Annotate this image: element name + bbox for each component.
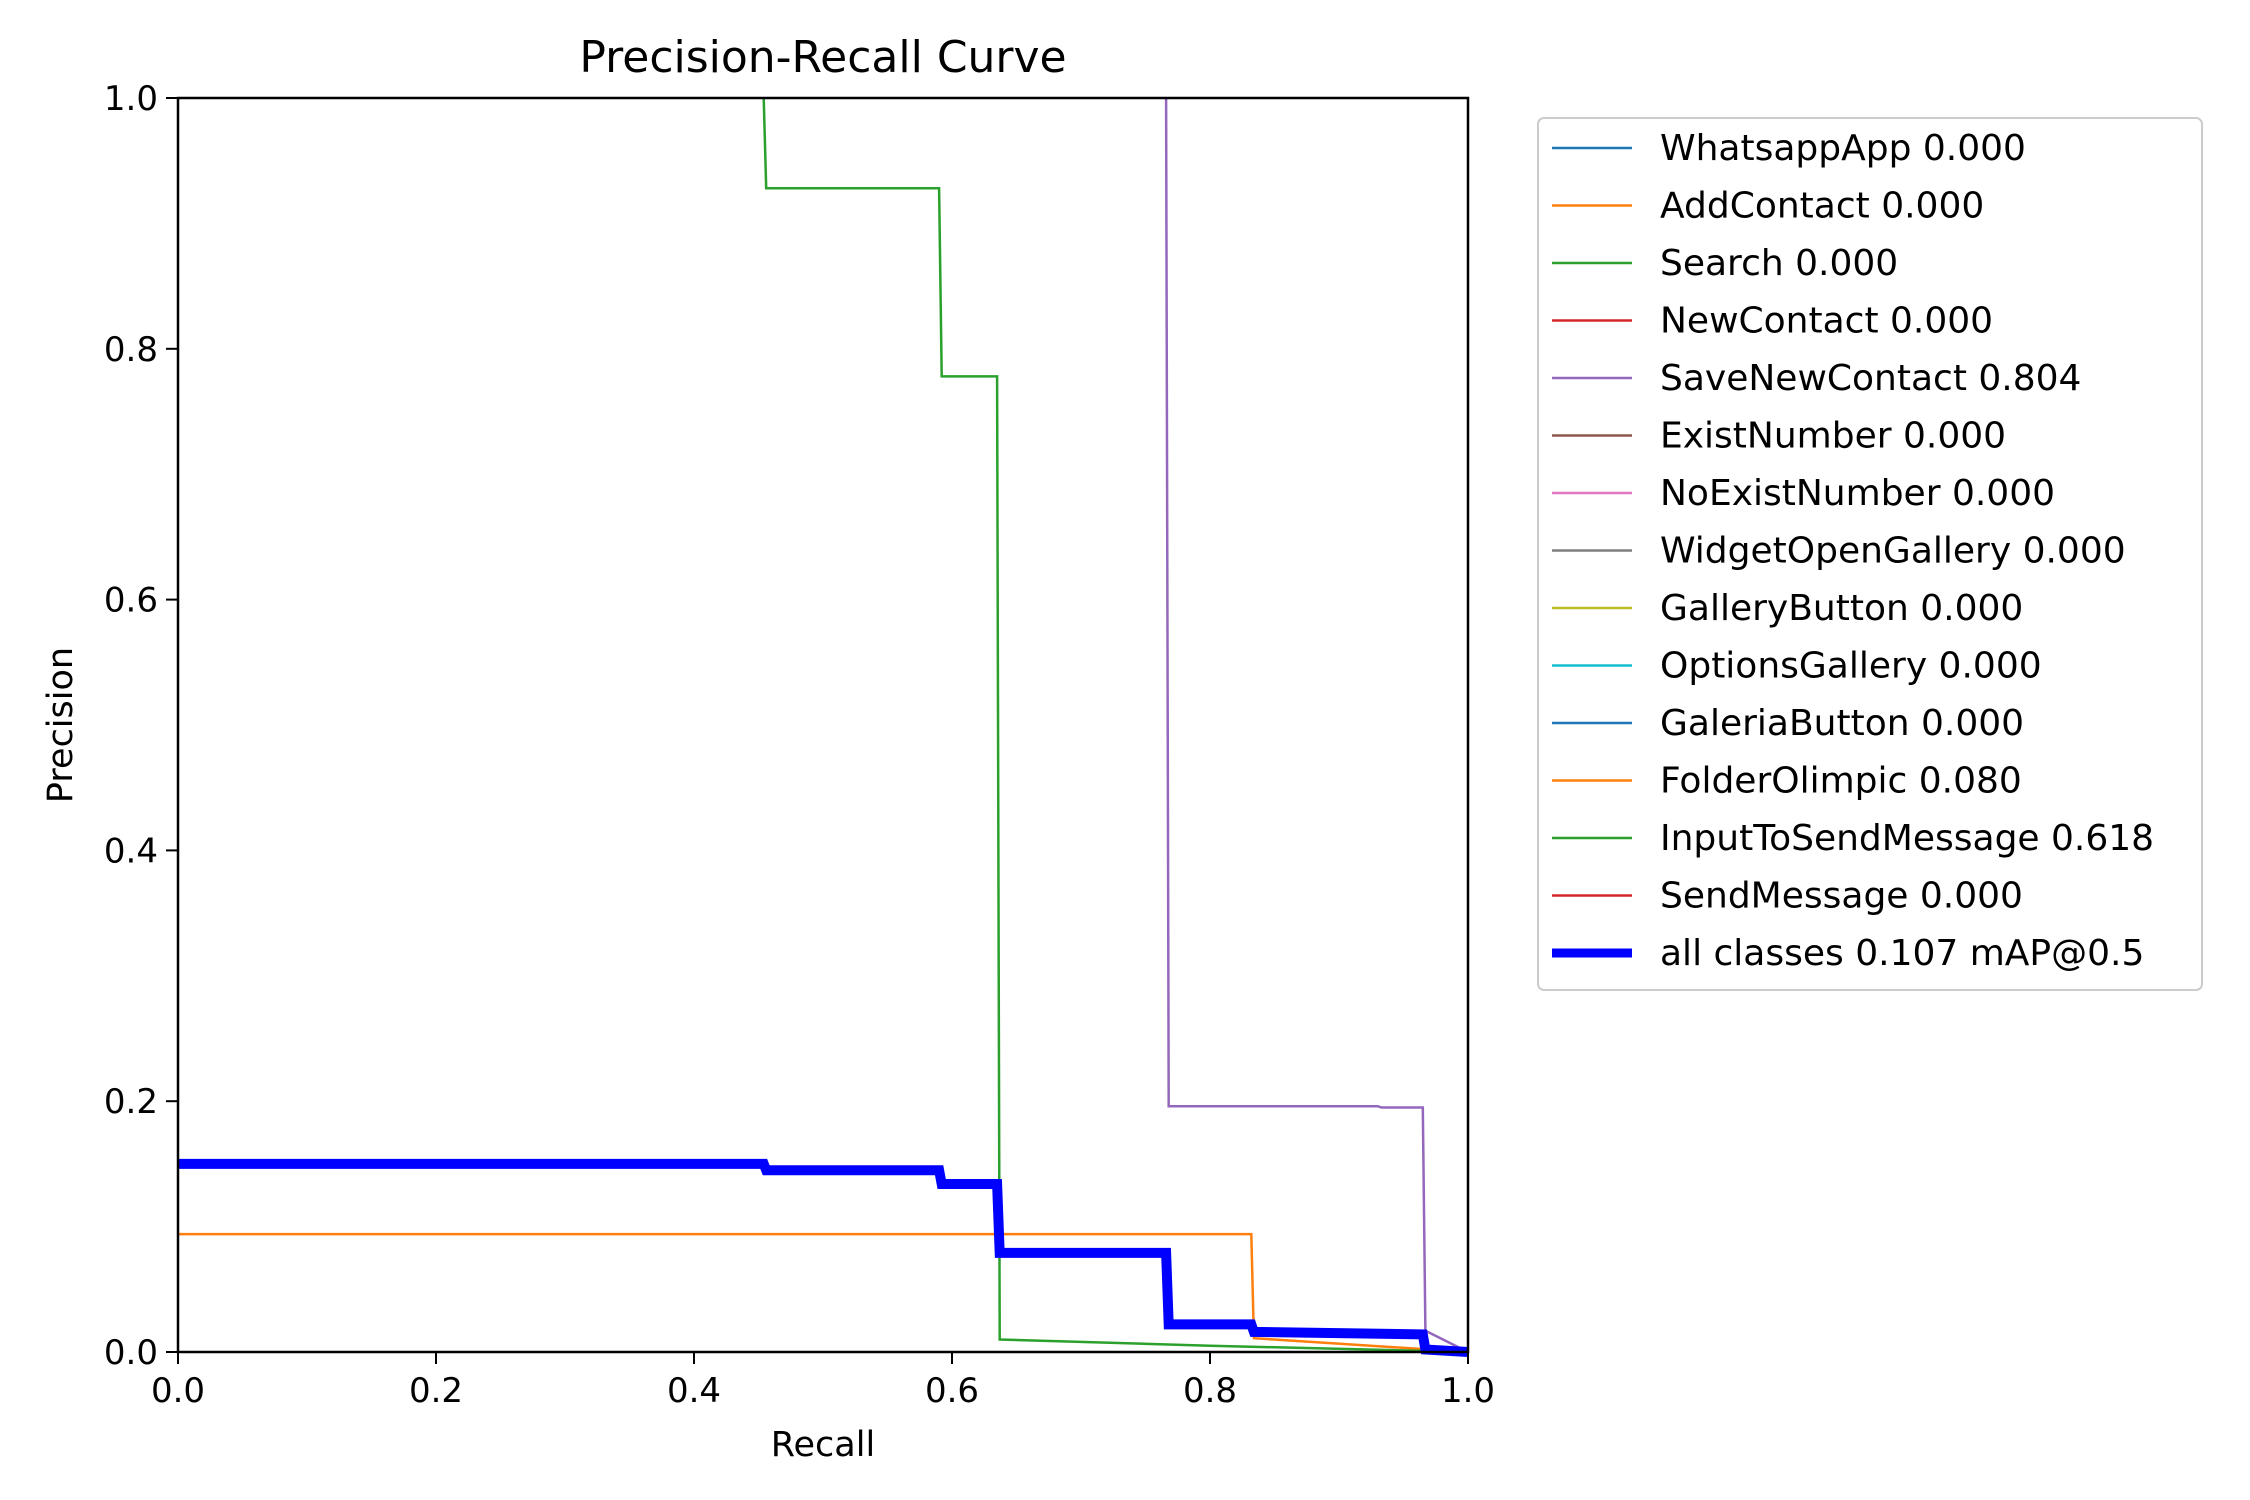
legend-label: SaveNewContact 0.804 [1660, 358, 2081, 399]
legend-label: ExistNumber 0.000 [1660, 416, 2006, 457]
axes-layer: 0.0 0.2 0.4 0.6 0.8 1.0 0.0 0.2 0.4 0.6 0.8 1.0 [104, 79, 1495, 1411]
y-tick-label: 0.2 [104, 1082, 158, 1122]
legend-label: FolderOlimpic 0.080 [1660, 761, 2022, 802]
y-tick-label: 0.0 [104, 1333, 158, 1373]
x-tick-label: 1.0 [1441, 1371, 1495, 1411]
legend-label: NoExistNumber 0.000 [1660, 473, 2055, 514]
x-tick-label: 0.8 [1183, 1371, 1237, 1411]
legend-label: GalleryButton 0.000 [1660, 588, 2023, 629]
series-line-12 [762, 97, 1469, 1354]
x-axis-label: Recall [771, 1425, 875, 1465]
legend-label: GaleriaButton 0.000 [1660, 703, 2024, 744]
y-tick-label: 0.8 [104, 330, 158, 370]
legend-label: OptionsGallery 0.000 [1660, 646, 2042, 687]
x-tick-label: 0.2 [409, 1371, 463, 1411]
series-line-4 [1164, 97, 1469, 1354]
x-tick-label: 0.6 [925, 1371, 979, 1411]
legend-label: InputToSendMessage 0.618 [1660, 818, 2154, 859]
y-tick-label: 1.0 [104, 79, 158, 119]
legend-label: all classes 0.107 mAP@0.5 [1660, 933, 2144, 974]
y-axis-label: Precision [41, 647, 81, 803]
series-line-11 [178, 1232, 1469, 1354]
x-tick-label: 0.0 [151, 1371, 205, 1411]
y-tick-label: 0.6 [104, 581, 158, 621]
legend-label: WhatsappApp 0.000 [1660, 128, 2026, 169]
series-line-14 [178, 1158, 1469, 1357]
plot-frame [176, 96, 1470, 1354]
chart-title: Precision-Recall Curve [579, 32, 1066, 83]
series-layer [178, 97, 1469, 1357]
legend: WhatsappApp 0.000 AddContact 0.000 Search … [1537, 117, 2203, 991]
legend-label: AddContact 0.000 [1660, 186, 1984, 227]
y-tick-label: 0.4 [104, 831, 158, 871]
legend-label: Search 0.000 [1660, 243, 1898, 284]
legend-label: NewContact 0.000 [1660, 301, 1993, 342]
legend-frame [1537, 117, 2203, 991]
legend-label: SendMessage 0.000 [1660, 876, 2023, 917]
legend-label: WidgetOpenGallery 0.000 [1660, 531, 2126, 572]
x-tick-label: 0.4 [667, 1371, 721, 1411]
